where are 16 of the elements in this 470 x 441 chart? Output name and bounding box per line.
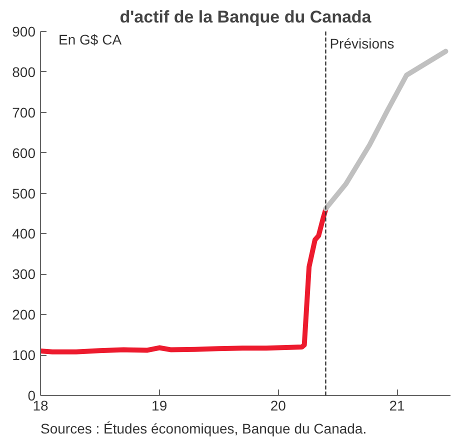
y-tick-label: 500 [12,185,36,202]
y-tick-label: 600 [12,144,36,161]
chart-title: d'actif de la Banque du Canada [120,8,372,26]
y-tick-label: 900 [12,24,36,40]
x-tick-label: 21 [389,398,406,414]
annotation: En G$ CA [58,32,122,48]
y-tick-label: 300 [12,266,36,282]
y-tick-label: 200 [12,306,36,323]
ref-line-label: Prévisions [330,36,394,52]
y-tick-label: 800 [12,64,36,80]
y-tick-label: 400 [12,226,36,242]
x-tick-label: 20 [270,398,286,414]
x-tick-label: 19 [152,398,168,414]
y-tick-label: 100 [12,347,36,364]
y-tick-label: 700 [12,104,36,120]
source-note: Sources : Études économiques, Banque du Canada. [40,420,367,436]
